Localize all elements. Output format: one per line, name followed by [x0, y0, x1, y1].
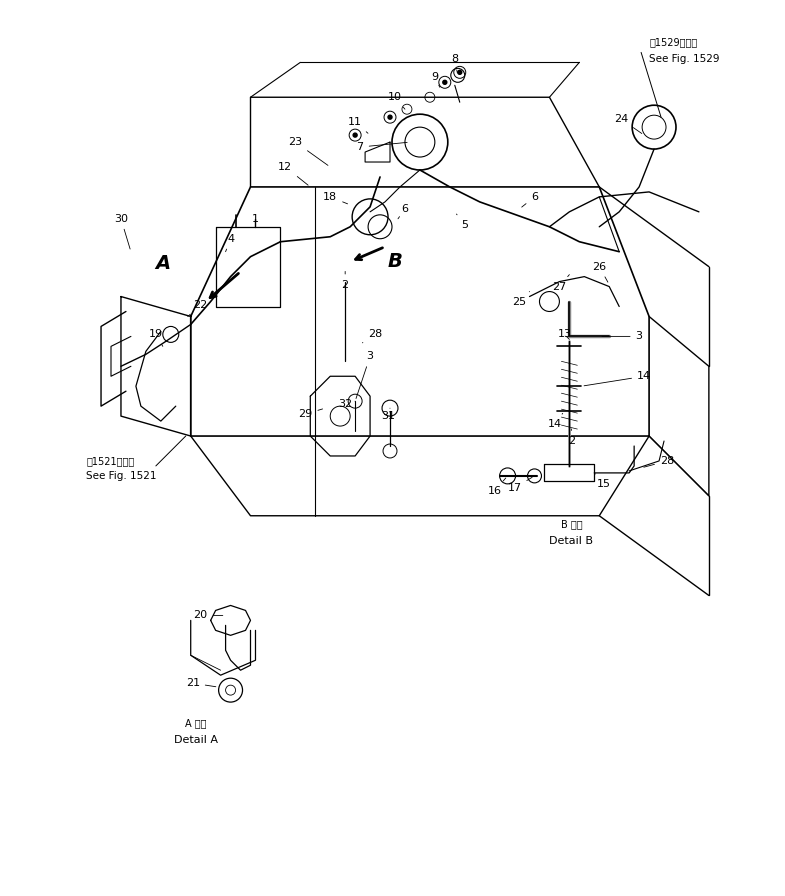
Text: 28: 28 — [363, 330, 382, 343]
Text: See Fig. 1529: See Fig. 1529 — [649, 55, 720, 65]
Text: 6: 6 — [398, 204, 408, 219]
Text: 4: 4 — [225, 234, 234, 252]
Text: 32: 32 — [338, 399, 355, 409]
Text: 27: 27 — [553, 274, 569, 291]
Text: A: A — [155, 254, 170, 273]
Text: 29: 29 — [298, 409, 323, 419]
Text: Detail A: Detail A — [173, 735, 217, 745]
Text: 9: 9 — [431, 73, 440, 87]
Text: 10: 10 — [388, 92, 405, 109]
Text: 26: 26 — [592, 262, 608, 282]
Text: 14: 14 — [547, 413, 563, 429]
Text: 13: 13 — [557, 330, 571, 340]
Text: 21: 21 — [185, 678, 216, 688]
Text: 3: 3 — [602, 332, 643, 341]
Circle shape — [443, 81, 447, 84]
Text: 3: 3 — [356, 351, 374, 399]
Text: 25: 25 — [513, 291, 530, 306]
Text: 31: 31 — [381, 409, 395, 421]
Circle shape — [353, 134, 357, 137]
Text: 7: 7 — [356, 142, 407, 152]
Text: 第1529図参照: 第1529図参照 — [649, 38, 697, 47]
Text: Detail B: Detail B — [550, 536, 593, 546]
Circle shape — [388, 116, 392, 119]
Text: 28: 28 — [644, 456, 674, 467]
Text: 2: 2 — [568, 429, 575, 446]
Text: 20: 20 — [194, 610, 223, 620]
Text: 5: 5 — [456, 214, 468, 229]
Text: 18: 18 — [323, 192, 348, 203]
Text: 16: 16 — [487, 478, 506, 495]
Text: 22: 22 — [188, 299, 208, 316]
Text: 8: 8 — [451, 55, 458, 73]
Text: 19: 19 — [149, 330, 163, 347]
Text: B: B — [388, 252, 403, 271]
Text: A 詳細: A 詳細 — [185, 718, 206, 728]
Circle shape — [458, 71, 462, 74]
Text: 14: 14 — [584, 371, 652, 386]
Text: 1: 1 — [252, 214, 259, 224]
Text: 11: 11 — [348, 117, 368, 134]
Text: 24: 24 — [614, 114, 642, 134]
Text: 2: 2 — [341, 271, 349, 289]
Text: B 詳細: B 詳細 — [560, 519, 582, 529]
Text: 第1521図参照: 第1521図参照 — [86, 456, 134, 466]
Text: 15: 15 — [594, 473, 612, 489]
Text: 6: 6 — [522, 192, 538, 207]
Text: See Fig. 1521: See Fig. 1521 — [86, 471, 156, 481]
Text: 12: 12 — [279, 162, 309, 185]
Text: 30: 30 — [114, 214, 130, 249]
Text: 17: 17 — [508, 478, 532, 493]
Text: 23: 23 — [288, 137, 328, 166]
